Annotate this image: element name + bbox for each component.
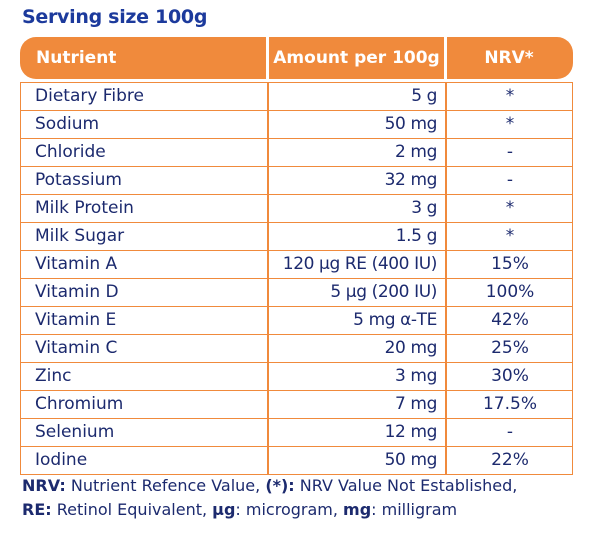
footnote-nrv-text: Nutrient Refence Value, [65, 476, 266, 495]
table-row: Zinc 3 mg 30% [21, 362, 572, 390]
nutrient-amount: 5 µg (200 IU) [330, 282, 437, 302]
footnote-re-text: Retinol Equivalent, [51, 500, 213, 519]
table-row: Vitamin C 20 mg 25% [21, 334, 572, 362]
table-row: Milk Sugar 1.5 g * [21, 222, 572, 250]
serving-size-title: Serving size 100g [22, 6, 208, 28]
nutrient-amount: 5 g [411, 86, 437, 106]
table-header: Nutrient Amount per 100g NRV* [20, 37, 573, 79]
nutrient-name: Potassium [35, 170, 122, 190]
nutrient-amount: 3 g [411, 198, 437, 218]
nutrient-amount: 2 mg [395, 142, 437, 162]
header-divider [444, 37, 447, 79]
nutrient-amount: 32 mg [384, 170, 438, 190]
nutrient-name: Vitamin E [35, 310, 117, 330]
nutrient-nrv: 22% [491, 450, 529, 470]
nutrient-amount: 120 µg RE (400 IU) [282, 254, 438, 274]
footnote-line-1: NRV: Nutrient Refence Value, (*): NRV Va… [22, 474, 592, 498]
header-divider [266, 37, 269, 79]
nutrient-nrv: 100% [485, 282, 535, 302]
nutrient-nrv: 15% [491, 254, 529, 274]
header-nutrient: Nutrient [36, 48, 117, 68]
header-nrv: NRV* [484, 48, 534, 68]
nutrient-name: Zinc [35, 366, 72, 386]
footnote-line-2: RE: Retinol Equivalent, µg: microgram, m… [22, 498, 592, 522]
nutrient-nrv: - [506, 422, 514, 442]
nutrient-name: Vitamin A [35, 254, 118, 274]
footnote-ug-key: µg [212, 500, 236, 519]
footnote-star-text: NRV Value Not Established, [294, 476, 518, 495]
nutrient-name: Vitamin D [35, 282, 119, 302]
footnote-mg-key: mg [343, 500, 372, 519]
nutrient-name: Sodium [35, 114, 100, 134]
nutrient-nrv: 42% [491, 310, 529, 330]
nutrient-nrv: * [505, 114, 515, 134]
nutrient-nrv: * [505, 226, 515, 246]
table-row: Selenium 12 mg - [21, 418, 572, 446]
footnote-ug-text: : microgram, [235, 500, 344, 519]
footnote: NRV: Nutrient Refence Value, (*): NRV Va… [22, 474, 592, 522]
nutrient-name: Chloride [35, 142, 106, 162]
nutrient-nrv: * [505, 198, 515, 218]
table-row: Chromium 7 mg 17.5% [21, 390, 572, 418]
table-row: Sodium 50 mg * [21, 110, 572, 138]
nutrient-amount: 20 mg [384, 338, 438, 358]
nutrition-table: Nutrient Amount per 100g NRV* Dietary Fi… [20, 37, 573, 475]
nutrient-name: Milk Sugar [35, 226, 125, 246]
nutrient-name: Dietary Fibre [35, 86, 144, 106]
nutrient-nrv: * [505, 86, 515, 106]
table-row: Vitamin E 5 mg α-TE 42% [21, 306, 572, 334]
nutrient-nrv: 17.5% [482, 394, 537, 414]
table-row: Potassium 32 mg - [21, 166, 572, 194]
nutrient-nrv: 25% [491, 338, 529, 358]
nutrient-nrv: - [506, 170, 514, 190]
header-amount: Amount per 100g [273, 48, 440, 68]
footnote-nrv-key: NRV: [22, 476, 66, 495]
table-row: Milk Protein 3 g * [21, 194, 572, 222]
nutrient-name: Milk Protein [35, 198, 134, 218]
nutrient-amount: 5 mg α-TE [353, 310, 437, 330]
table-row: Vitamin A 120 µg RE (400 IU) 15% [21, 250, 572, 278]
nutrient-amount: 50 mg [384, 450, 438, 470]
nutrient-amount: 1.5 g [395, 226, 438, 246]
nutrient-amount: 12 mg [384, 422, 438, 442]
nutrient-name: Vitamin C [35, 338, 118, 358]
table-row: Chloride 2 mg - [21, 138, 572, 166]
nutrient-amount: 50 mg [384, 114, 438, 134]
nutrient-name: Iodine [35, 450, 88, 470]
footnote-star-key: (*): [265, 476, 295, 495]
table-row: Dietary Fibre 5 g * [21, 82, 572, 110]
table-row: Vitamin D 5 µg (200 IU) 100% [21, 278, 572, 306]
table-body: Dietary Fibre 5 g * Sodium 50 mg * Chloride 2 m… [20, 82, 573, 475]
footnote-re-key: RE: [22, 500, 52, 519]
nutrient-amount: 7 mg [395, 394, 437, 414]
nutrient-name: Chromium [35, 394, 124, 414]
nutrient-nrv: 30% [491, 366, 529, 386]
table-row: Iodine 50 mg 22% [21, 446, 572, 474]
nutrient-name: Selenium [35, 422, 115, 442]
nutrient-amount: 3 mg [395, 366, 437, 386]
nutrient-nrv: - [506, 142, 514, 162]
footnote-mg-text: : milligram [371, 500, 458, 519]
